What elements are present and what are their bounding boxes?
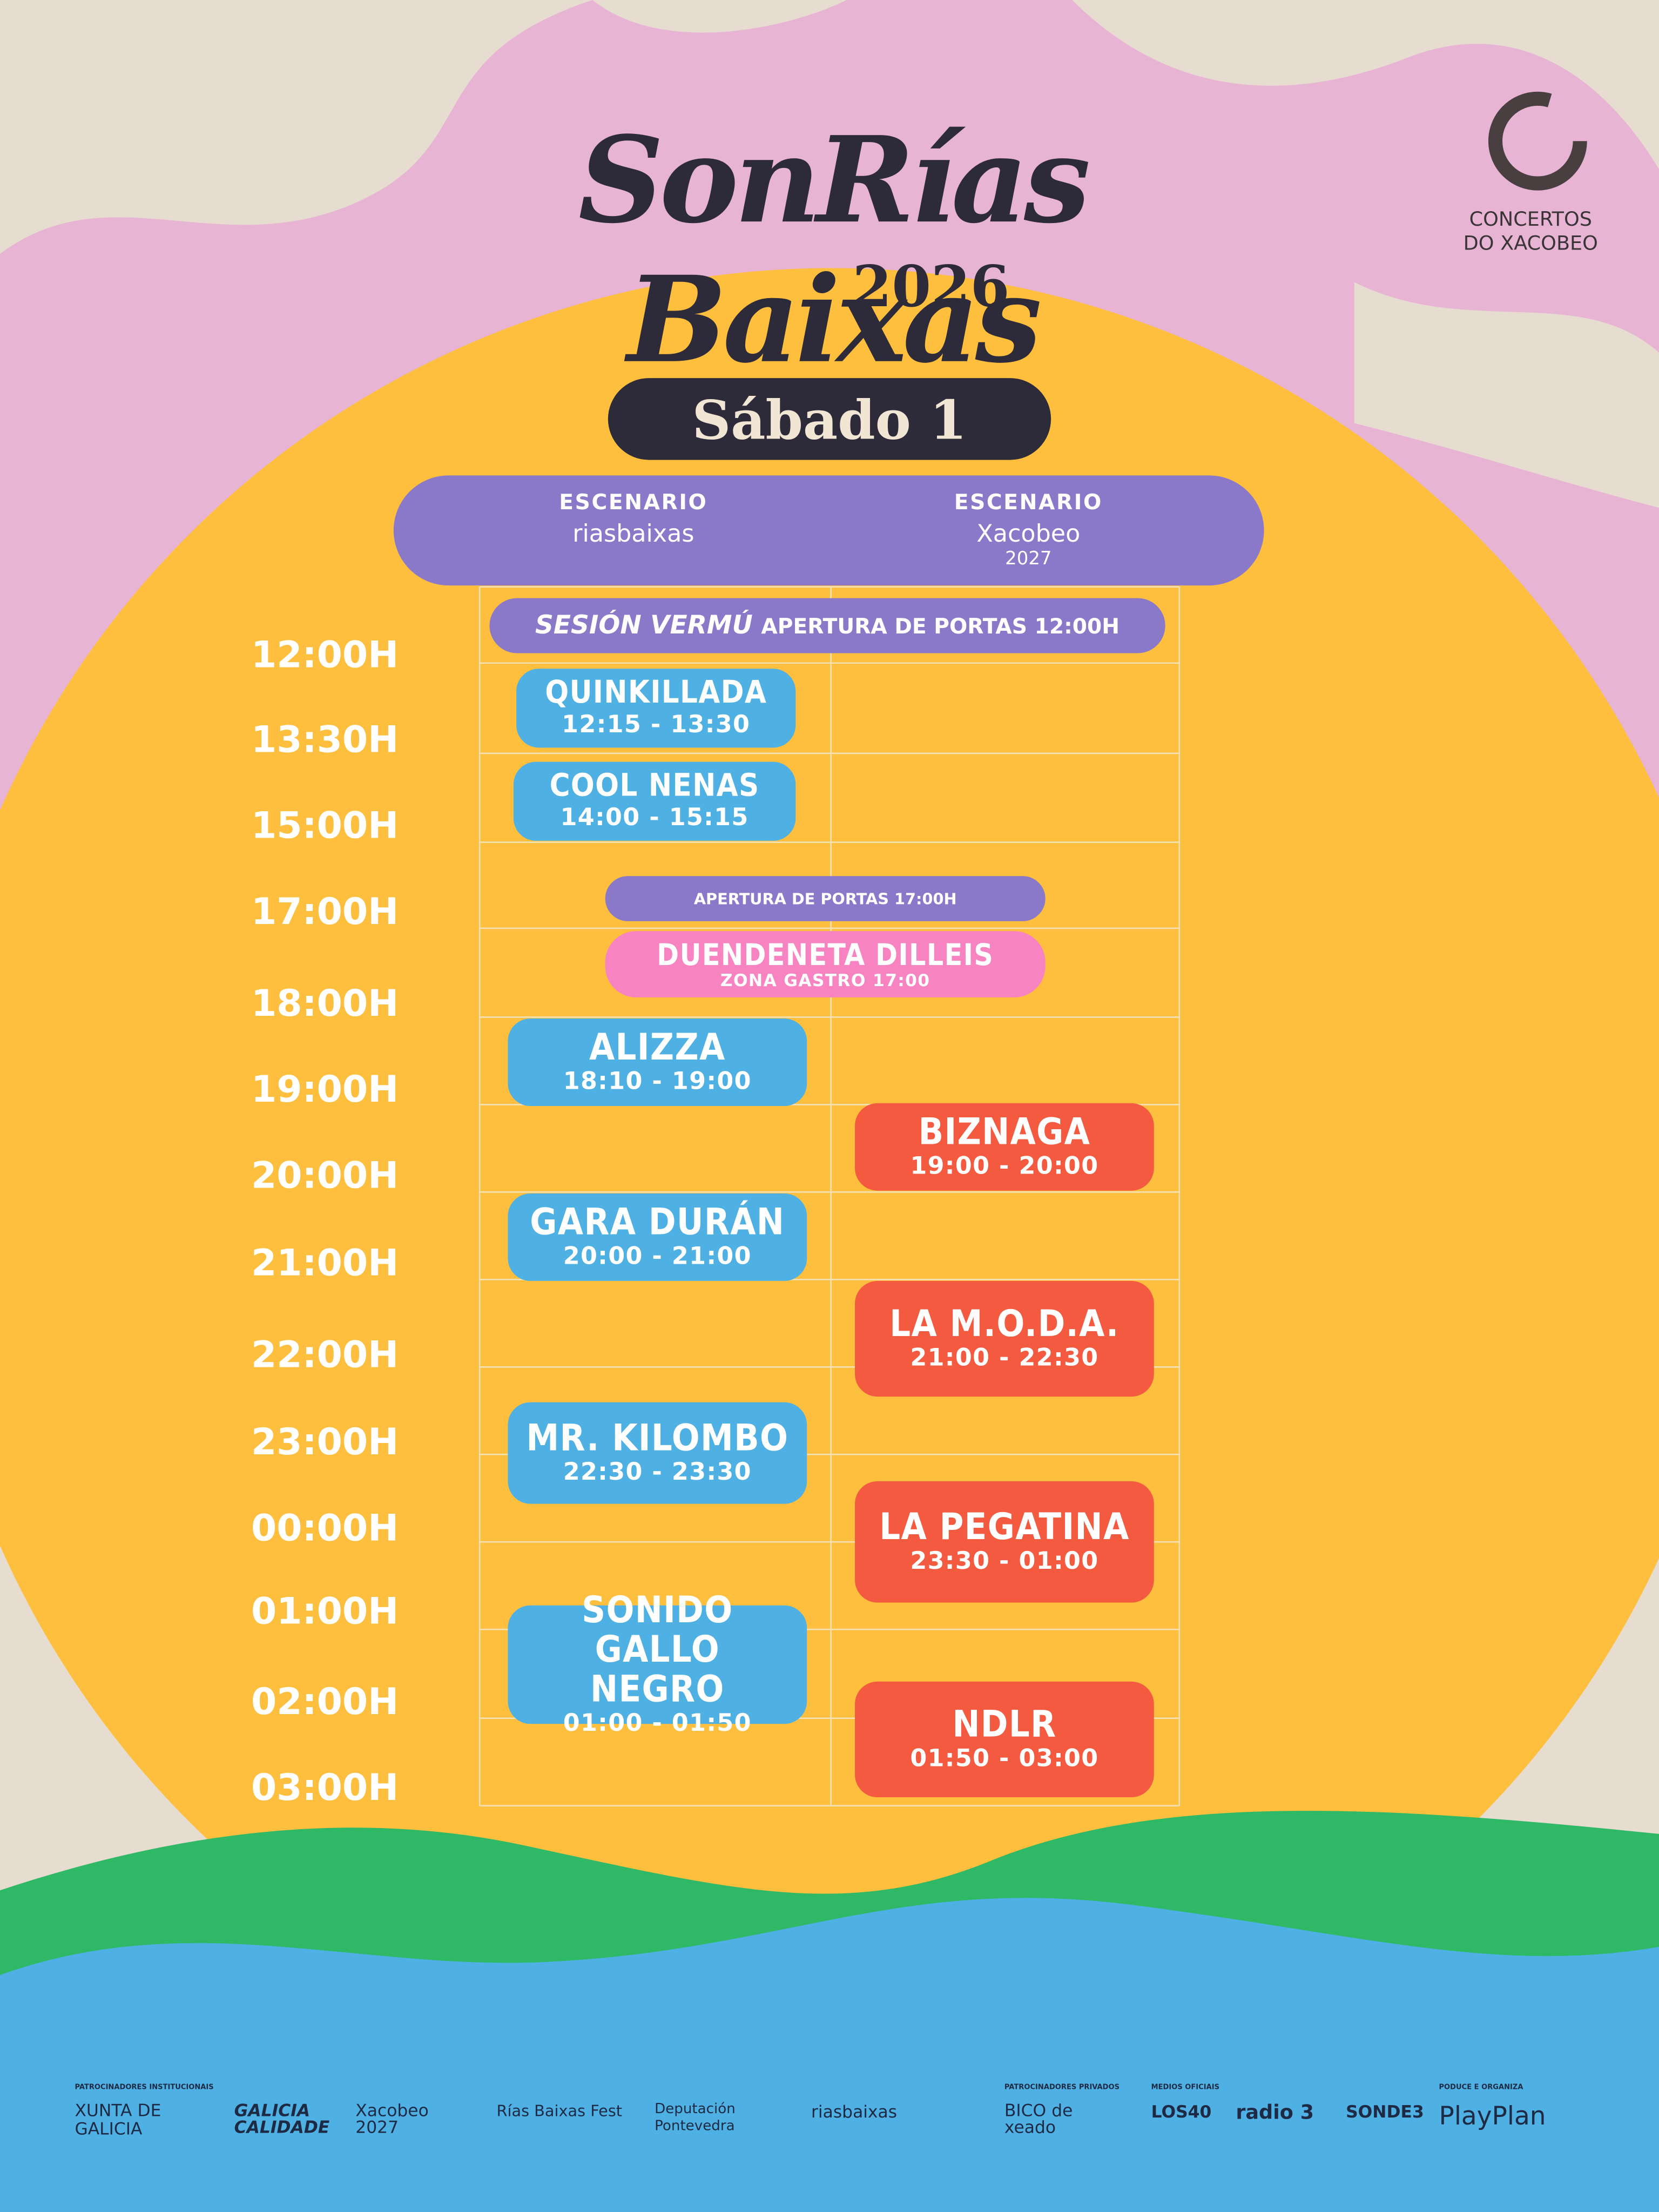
act-name: LA M.O.D.A. <box>889 1303 1120 1346</box>
act-name: LA PEGATINA <box>879 1506 1130 1549</box>
sponsor: XUNTA DE GALICIA <box>75 2100 161 2139</box>
act-name: COOL NENAS <box>549 768 760 804</box>
banner-text: APERTURA DE PORTAS 12:00H <box>761 613 1120 639</box>
act-time: 21:00 - 22:30 <box>910 1344 1099 1373</box>
sponsor: riasbaixas <box>811 2102 898 2122</box>
gastro-name: DUENDENETA DILLEIS <box>657 937 994 972</box>
act-time: 19:00 - 20:00 <box>910 1152 1099 1181</box>
sponsor: BICO de xeado <box>1004 2100 1073 2137</box>
act-name: SONIDO GALLO NEGRO <box>582 1590 733 1711</box>
sponsor-heading: PATROCINADORES PRIVADOS <box>1004 2083 1120 2092</box>
time-label: 00:00H <box>251 1508 399 1550</box>
sponsor: SONDE3 <box>1346 2102 1424 2122</box>
time-label: 18:00H <box>251 983 399 1026</box>
act-block: QUINKILLADA 12:15 - 13:30 <box>516 669 796 748</box>
act-time: 18:10 - 19:00 <box>563 1068 752 1096</box>
badge-line: CONCERTOS <box>1469 208 1592 232</box>
afternoon-banner: APERTURA DE PORTAS 17:00H <box>605 876 1046 921</box>
time-label: 20:00H <box>251 1155 399 1198</box>
sponsor: radio 3 <box>1236 2102 1314 2125</box>
time-label: 12:00H <box>251 635 399 677</box>
time-label: 17:00H <box>251 891 399 934</box>
sponsor: LOS40 <box>1151 2102 1212 2122</box>
stage: ESCENARIO riasbaixas <box>493 489 774 549</box>
act-block: LA M.O.D.A. 21:00 - 22:30 <box>855 1280 1154 1397</box>
sponsor: Deputación Pontevedra <box>655 2102 736 2135</box>
act-name: GARA DURÁN <box>530 1202 785 1244</box>
gastro-time: ZONA GASTRO 17:00 <box>720 969 930 990</box>
act-name: MR. KILOMBO <box>526 1418 789 1460</box>
stage-label: ESCENARIO <box>559 489 708 515</box>
sponsor-heading: MEDIOS OFICIAIS <box>1151 2083 1219 2092</box>
act-name: NDLR <box>952 1704 1057 1746</box>
badge-line: DO XACOBEO <box>1463 233 1598 255</box>
act-block: MR. KILOMBO 22:30 - 23:30 <box>508 1402 807 1504</box>
stage-name: riasbaixas <box>572 520 694 549</box>
act-time: 22:30 - 23:30 <box>563 1459 752 1487</box>
badge: CONCERTOS DO XACOBEO <box>1453 209 1608 257</box>
banner-highlight: SESIÓN VERMÚ <box>535 611 753 640</box>
time-label: 01:00H <box>251 1591 399 1634</box>
time-label: 02:00H <box>251 1681 399 1724</box>
act-block: SONIDO GALLO NEGRO 01:00 - 01:50 <box>508 1591 807 1738</box>
time-label: 23:00H <box>251 1422 399 1465</box>
sponsor: Xacobeo 2027 <box>355 2100 429 2137</box>
gastro-block: DUENDENETA DILLEIS ZONA GASTRO 17:00 <box>605 931 1046 997</box>
sponsor-heading: PODUCE E ORGANIZA <box>1439 2083 1523 2092</box>
act-time: 20:00 - 21:00 <box>563 1243 752 1271</box>
act-name: ALIZZA <box>589 1027 726 1070</box>
sponsor: Rías Baixas Fest <box>496 2102 623 2121</box>
time-label: 03:00H <box>251 1768 399 1810</box>
stage-year: 2027 <box>1005 549 1052 570</box>
time-label: 13:30H <box>251 719 399 762</box>
festival-year: 2026 <box>852 254 1010 320</box>
stage: ESCENARIO Xacobeo 2027 <box>887 489 1169 570</box>
stage-name: Xacobeo <box>976 520 1081 549</box>
time-label: 19:00H <box>251 1069 399 1112</box>
act-block: BIZNAGA 19:00 - 20:00 <box>855 1103 1154 1191</box>
act-block: COOL NENAS 14:00 - 15:15 <box>513 761 796 841</box>
sponsor: GALICIA CALIDADE <box>234 2100 330 2137</box>
stage-label: ESCENARIO <box>954 489 1103 515</box>
act-time: 12:15 - 13:30 <box>562 711 751 739</box>
act-block: NDLR 01:50 - 03:00 <box>855 1681 1154 1797</box>
day-pill: Sábado 1 <box>608 378 1051 460</box>
act-time: 23:30 - 01:00 <box>910 1547 1099 1576</box>
vermu-banner: SESIÓN VERMÚ APERTURA DE PORTAS 12:00H <box>489 598 1165 653</box>
act-block: ALIZZA 18:10 - 19:00 <box>508 1019 807 1106</box>
act-block: LA PEGATINA 23:30 - 01:00 <box>855 1481 1154 1603</box>
sponsor-heading: PATROCINADORES INSTITUCIONAIS <box>75 2083 214 2092</box>
festival-title: SonRías Baixas <box>578 110 1091 389</box>
time-label: 21:00H <box>251 1243 399 1285</box>
act-time: 01:00 - 01:50 <box>563 1710 752 1738</box>
act-block: GARA DURÁN 20:00 - 21:00 <box>508 1193 807 1281</box>
act-time: 14:00 - 15:15 <box>560 804 749 833</box>
act-time: 01:50 - 03:00 <box>910 1745 1099 1773</box>
stage-header: ESCENARIO riasbaixas ESCENARIO Xacobeo 2… <box>393 475 1264 586</box>
act-name: BIZNAGA <box>918 1111 1091 1154</box>
act-name: QUINKILLADA <box>545 676 767 711</box>
time-label: 15:00H <box>251 805 399 848</box>
sponsor: PlayPlan <box>1439 2102 1546 2132</box>
time-label: 22:00H <box>251 1334 399 1377</box>
